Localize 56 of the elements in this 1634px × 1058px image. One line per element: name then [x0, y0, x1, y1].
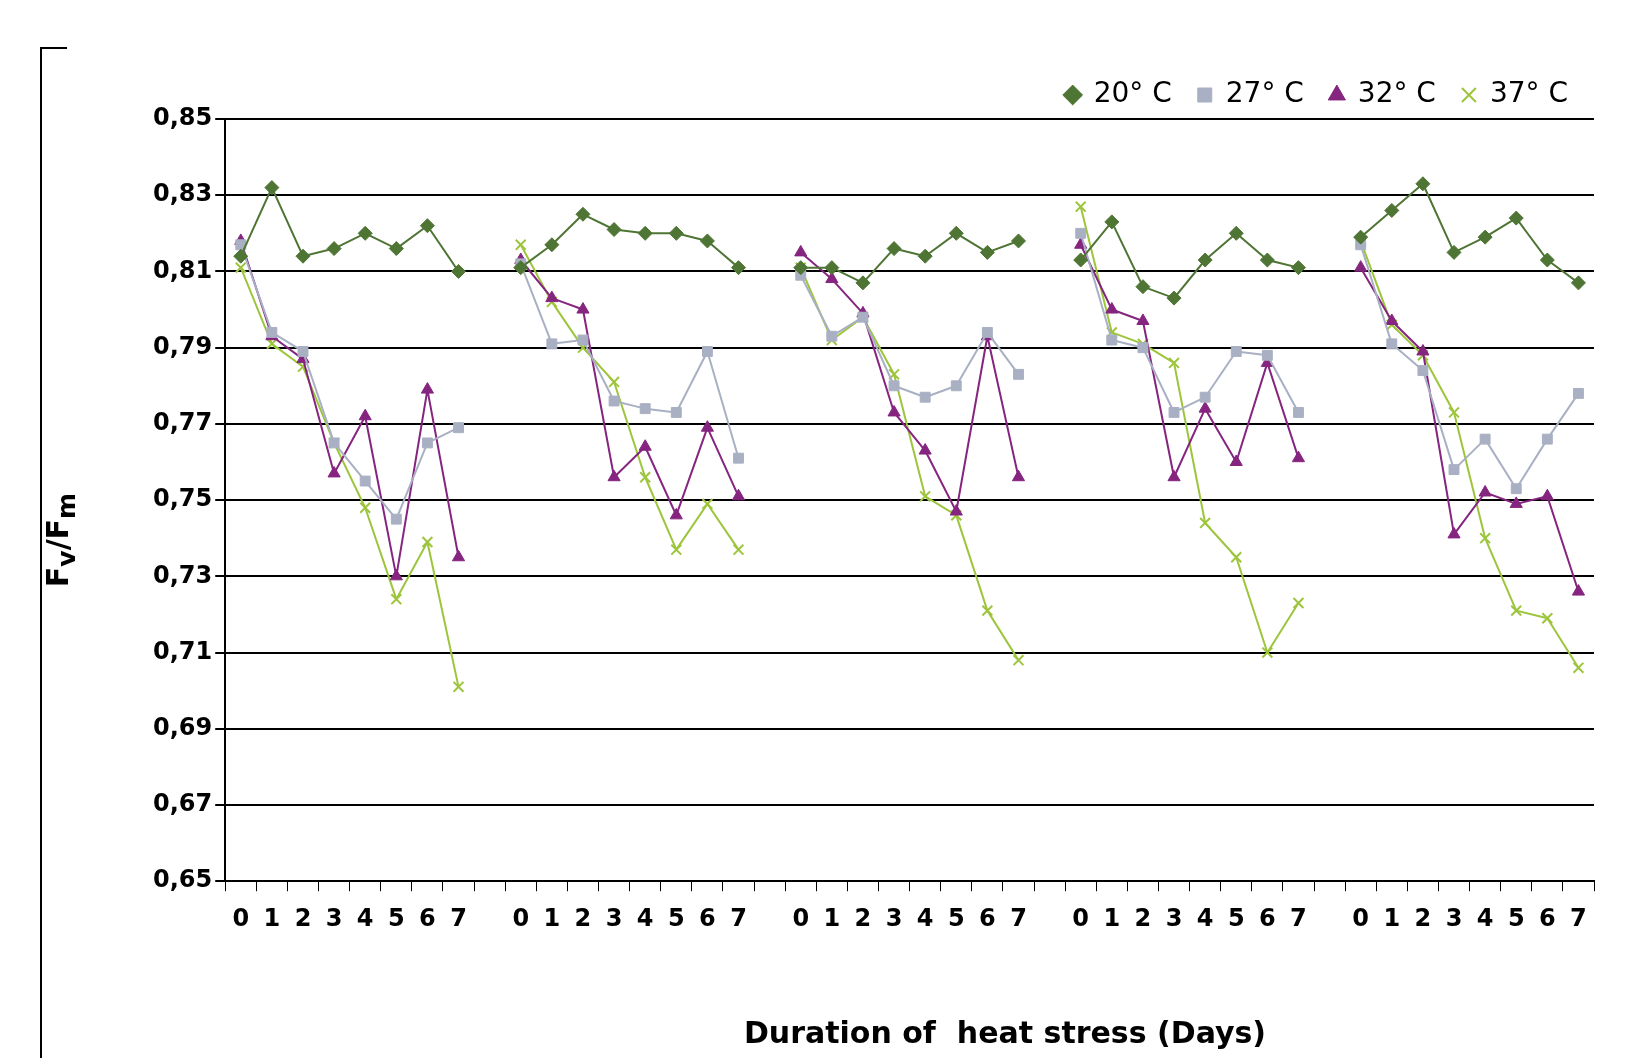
- x-tick-label: 4: [1196, 903, 1214, 932]
- x-tick-label: 1: [1103, 903, 1121, 932]
- x-tick-label: 0: [792, 903, 810, 932]
- x-tick-label: 3: [605, 903, 623, 932]
- x-tick-label: 6: [699, 903, 716, 932]
- x-tick-label: 2: [854, 903, 872, 932]
- x-tick-label: 7: [1010, 903, 1027, 932]
- x-tick-label: 2: [1134, 903, 1152, 932]
- y-tick-label: 0,73: [153, 560, 213, 589]
- x-tick-label: 6: [419, 903, 436, 932]
- y-tick-label: 0,65: [153, 865, 213, 894]
- x-tick-label: 7: [450, 903, 467, 932]
- x-tick-label: 7: [1290, 903, 1307, 932]
- x-tick-label: 4: [636, 903, 654, 932]
- y-tick-label: 0,69: [153, 712, 213, 741]
- y-tick-label: 0,85: [153, 103, 213, 132]
- legend-label: 20° C: [1093, 76, 1172, 110]
- x-tick-label: 7: [730, 903, 747, 932]
- x-tick-label: 3: [325, 903, 343, 932]
- y-tick-label: 0,79: [153, 331, 213, 360]
- x-tick-label: 3: [1165, 903, 1183, 932]
- legend-label: 37° C: [1489, 76, 1569, 110]
- x-tick-label: 6: [979, 903, 996, 932]
- y-tick-label: 0,83: [153, 179, 213, 208]
- x-tick-label: 5: [1507, 903, 1525, 932]
- x-tick-label: 1: [543, 903, 561, 932]
- x-tick-label: 6: [1259, 903, 1276, 932]
- y-tick-label: 0,67: [153, 789, 213, 818]
- x-tick-label: 4: [1476, 903, 1494, 932]
- x-tick-label: 2: [294, 903, 312, 932]
- x-tick-label: 4: [356, 903, 374, 932]
- y-tick-label: 0,75: [153, 484, 213, 513]
- x-tick-label: 0: [512, 903, 530, 932]
- x-tick-label: 5: [667, 903, 685, 932]
- x-tick-label: 0: [1072, 903, 1090, 932]
- legend-label: 27° C: [1225, 76, 1304, 110]
- y-tick-label: 0,81: [153, 255, 213, 284]
- y-tick-label: 0,71: [153, 636, 213, 665]
- x-tick-label: 5: [947, 903, 965, 932]
- x-tick-label: 1: [263, 903, 281, 932]
- x-tick-label: 3: [1445, 903, 1463, 932]
- x-tick-label: 2: [1414, 903, 1432, 932]
- x-tick-label: 0: [232, 903, 250, 932]
- x-tick-label: 4: [916, 903, 934, 932]
- x-tick-label: 5: [387, 903, 405, 932]
- x-tick-label: 0: [1352, 903, 1370, 932]
- y-tick-label: 0,77: [153, 408, 213, 437]
- x-tick-label: 3: [885, 903, 903, 932]
- x-tick-label: 1: [823, 903, 841, 932]
- legend-label: 32° C: [1357, 76, 1436, 110]
- x-axis-title: Duration of heat stress (Days): [743, 1015, 1267, 1050]
- x-tick-label: 6: [1538, 903, 1556, 932]
- x-tick-label: 5: [1227, 903, 1245, 932]
- x-tick-label: 2: [574, 903, 592, 932]
- x-tick-label: 1: [1383, 903, 1401, 932]
- x-tick-label: 7: [1570, 903, 1587, 932]
